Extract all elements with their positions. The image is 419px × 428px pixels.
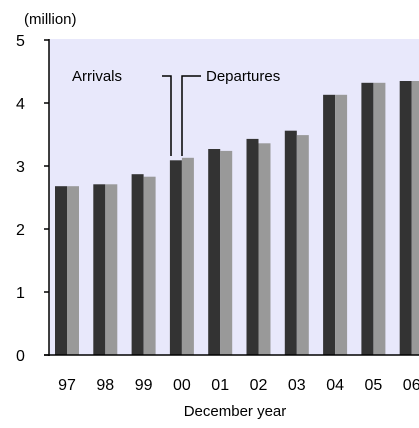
bars-layer xyxy=(55,81,419,356)
x-tick-label-03: 03 xyxy=(288,377,306,394)
bar-departures-05 xyxy=(373,82,386,356)
bar-departures-03 xyxy=(296,135,309,355)
x-tick-label-04: 04 xyxy=(326,377,344,394)
bar-arrivals-04 xyxy=(323,94,336,356)
bar-departures-97 xyxy=(67,186,79,355)
bar-arrivals-99 xyxy=(131,174,144,355)
x-tick-label-97: 97 xyxy=(58,377,76,394)
x-axis-title: December year xyxy=(184,403,287,420)
bar-arrivals-98 xyxy=(93,184,106,355)
bar-departures-99 xyxy=(143,176,156,355)
y-tick-label-1: 1 xyxy=(16,285,25,302)
bar-departures-98 xyxy=(105,184,118,355)
bar-departures-01 xyxy=(220,150,233,355)
y-axis: 0 1 2 3 4 5 xyxy=(16,33,419,365)
bar-arrivals-01 xyxy=(208,149,221,355)
legend-arrivals-label: Arrivals xyxy=(72,68,122,85)
x-tick-label-99: 99 xyxy=(135,377,153,394)
x-tick-label-00: 00 xyxy=(173,377,191,394)
legend-departures-label: Departures xyxy=(206,68,280,85)
bar-departures-04 xyxy=(335,94,348,356)
y-tick-label-4: 4 xyxy=(16,96,25,113)
y-unit-label: (million) xyxy=(24,11,77,28)
y-tick-label-0: 0 xyxy=(16,348,25,365)
legend: Arrivals Departures xyxy=(72,68,280,156)
x-axis-tick-labels: 97 98 99 00 01 02 03 04 05 06 xyxy=(58,377,419,394)
legend-departures-leader xyxy=(181,75,201,156)
bar-arrivals-05 xyxy=(361,82,374,356)
bar-arrivals-06 xyxy=(399,81,412,355)
x-tick-label-98: 98 xyxy=(96,377,114,394)
bar-departures-06 xyxy=(411,81,419,355)
bar-arrivals-02 xyxy=(246,138,259,355)
bar-arrivals-03 xyxy=(284,130,297,355)
y-tick-label-5: 5 xyxy=(16,33,25,50)
x-tick-label-06: 06 xyxy=(403,377,419,394)
y-tick-label-3: 3 xyxy=(16,159,25,176)
x-tick-label-01: 01 xyxy=(211,377,229,394)
bar-arrivals-97 xyxy=(55,186,67,355)
bar-departures-00 xyxy=(181,157,194,355)
legend-arrivals-leader xyxy=(162,75,172,156)
bar-arrivals-00 xyxy=(169,160,182,355)
bar-departures-02 xyxy=(258,143,271,355)
x-tick-label-05: 05 xyxy=(365,377,383,394)
x-tick-label-02: 02 xyxy=(250,377,268,394)
y-tick-label-2: 2 xyxy=(16,222,25,239)
